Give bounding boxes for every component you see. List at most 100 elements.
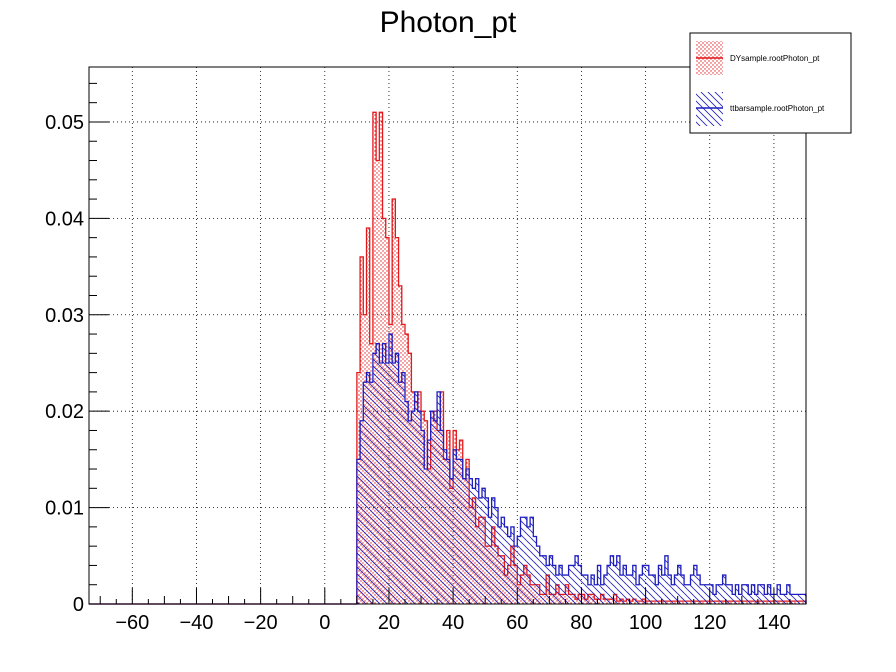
y-tick-label-2: 0.02 <box>45 401 84 423</box>
grid-lines <box>89 67 806 604</box>
x-axis-ticks: −60 −40 −20 0 20 40 60 80 100 120 140 <box>99 588 807 634</box>
ttbar-bin-29 <box>449 478 454 604</box>
ttbar-bin-2 <box>363 382 367 604</box>
ttbar-bin-42 <box>491 497 495 604</box>
ttbar-bin-84 <box>626 575 630 604</box>
ttbar-bin-72 <box>587 584 592 604</box>
ttbar-bin-43 <box>494 507 499 604</box>
ttbar-bin-108 <box>703 584 707 604</box>
ttbar-bin-18 <box>414 391 418 604</box>
ttbar-bin-31 <box>456 459 460 604</box>
ttbar-bin-113 <box>719 584 723 604</box>
ttbar-bin-11 <box>392 362 396 604</box>
ttbar-bin-115 <box>725 584 730 604</box>
ttbar-bin-85 <box>629 575 633 604</box>
ttbar-bin-124 <box>754 594 758 604</box>
ttbar-bin-92 <box>652 575 656 604</box>
ttbar-bin-12 <box>395 353 399 604</box>
ttbar-bin-24 <box>433 420 438 604</box>
ttbar-bin-96 <box>664 555 669 604</box>
ttbar-bin-90 <box>645 565 649 604</box>
ttbar-bin-52 <box>523 517 527 604</box>
ttbar-bin-132 <box>780 594 784 604</box>
ttbar-bin-35 <box>469 478 473 604</box>
ttbar-bin-105 <box>693 565 697 604</box>
ttbar-bin-41 <box>488 517 492 604</box>
ttbar-bin-75 <box>597 565 601 604</box>
ttbar-bin-77 <box>603 575 608 604</box>
ttbar-bin-101 <box>680 575 685 604</box>
ttbar-bin-67 <box>571 565 576 604</box>
ttbar-bin-139 <box>802 594 806 604</box>
ttbar-bin-125 <box>757 584 762 604</box>
ttbar-bin-80 <box>613 565 617 604</box>
ttbar-bin-76 <box>600 584 604 604</box>
ttbar-bin-19 <box>417 411 422 604</box>
series-ttbar-histogram <box>89 333 807 605</box>
ttbar-bin-98 <box>671 584 675 604</box>
legend-ttbar-label: ttbarsample.rootPhoton_pt <box>730 104 825 113</box>
ttbar-bin-50 <box>517 536 521 604</box>
ttbar-bin-112 <box>716 584 720 604</box>
ttbar-bin-46 <box>504 526 508 604</box>
ttbar-bin-87 <box>635 584 640 604</box>
ttbar-bin-25 <box>437 391 441 604</box>
ttbar-bin-36 <box>472 488 476 604</box>
ttbar-bin-14 <box>401 372 405 604</box>
axes <box>88 66 807 605</box>
ttbar-bin-128 <box>767 584 771 604</box>
ttbar-bin-40 <box>485 497 489 604</box>
ttbar-bin-95 <box>661 575 665 604</box>
ttbar-bin-0 <box>356 459 361 604</box>
y-tick-label-5: 0.05 <box>45 112 84 134</box>
y-tick-label-4: 0.04 <box>45 208 84 230</box>
x-tick-label-9: 120 <box>693 612 726 634</box>
ttbar-bin-68 <box>575 555 579 604</box>
ttbar-bin-93 <box>655 584 659 604</box>
ttbar-bin-23 <box>430 411 434 604</box>
ttbar-bin-4 <box>369 382 373 604</box>
ttbar-bin-9 <box>385 362 389 604</box>
ttbar-outline <box>89 333 807 605</box>
ttbar-bin-131 <box>777 584 781 604</box>
chart-title: Photon_pt <box>380 6 517 39</box>
x-tick-label-3: 0 <box>319 612 330 634</box>
y-tick-label-0: 0 <box>73 594 84 616</box>
ttbar-bin-116 <box>729 584 733 604</box>
ttbar-bin-79 <box>610 555 614 604</box>
ttbar-bin-56 <box>536 546 540 604</box>
legend: DYsample.rootPhoton_pt ttbarsample.rootP… <box>689 32 852 134</box>
ttbar-bin-3 <box>366 372 370 604</box>
ttbar-bin-89 <box>642 565 646 604</box>
ttbar-bin-51 <box>520 517 524 604</box>
ttbar-bin-47 <box>507 536 511 604</box>
ttbar-bin-74 <box>594 584 598 604</box>
x-tick-label-8: 100 <box>629 612 662 634</box>
x-tick-label-2: −20 <box>244 612 278 634</box>
ttbar-bin-136 <box>793 594 797 604</box>
ttbar-bin-135 <box>789 594 794 604</box>
ttbar-bin-60 <box>549 555 553 604</box>
ttbar-bin-78 <box>607 565 611 604</box>
ttbar-bin-82 <box>619 575 624 604</box>
ttbar-bin-117 <box>732 594 736 604</box>
ttbar-bin-126 <box>761 584 765 604</box>
ttbar-bin-6 <box>376 343 380 604</box>
ttbar-bin-27 <box>443 449 447 604</box>
ttbar-bin-53 <box>526 526 531 604</box>
ttbar-bin-66 <box>568 565 572 604</box>
ttbar-bin-111 <box>712 594 717 604</box>
ttbar-bin-110 <box>709 584 713 604</box>
legend-dy-label: DYsample.rootPhoton_pt <box>730 54 820 63</box>
x-tick-label-0: −60 <box>115 612 149 634</box>
dy-bin-7 <box>379 112 383 605</box>
ttbar-bin-1 <box>360 420 364 604</box>
y-tick-label-1: 0.01 <box>45 498 84 520</box>
x-tick-label-1: −40 <box>180 612 214 634</box>
ttbar-bin-71 <box>584 575 588 604</box>
ttbar-bin-7 <box>379 362 383 604</box>
ttbar-bin-17 <box>411 411 415 604</box>
ttbar-bin-107 <box>700 584 704 604</box>
ttbar-bin-88 <box>639 575 643 604</box>
